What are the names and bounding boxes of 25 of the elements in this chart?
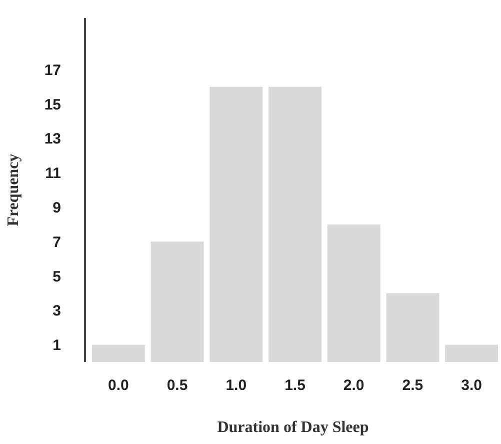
- bar: [386, 293, 440, 362]
- x-tick-label: 1.0: [226, 377, 247, 394]
- bar: [210, 86, 263, 362]
- x-tick-label: 1.5: [284, 377, 306, 394]
- y-tick-label: 1: [52, 337, 61, 354]
- x-tick-label: 2.5: [402, 377, 424, 394]
- y-tick-label: 7: [52, 234, 61, 251]
- bar: [150, 242, 204, 362]
- y-tick-label: 11: [45, 165, 61, 182]
- bar: [92, 344, 145, 362]
- bar: [268, 86, 322, 362]
- bar: [327, 224, 380, 362]
- x-tick-label: 2.0: [343, 377, 364, 394]
- x-tick-label: 0.0: [108, 377, 129, 394]
- bar: [445, 344, 498, 362]
- y-tick-label: 3: [52, 302, 61, 320]
- y-tick-label: 9: [52, 199, 61, 216]
- y-tick-label: 15: [44, 96, 61, 114]
- x-tick-label: 0.5: [166, 377, 188, 394]
- x-axis-title: Duration of Day Sleep: [217, 419, 369, 436]
- y-tick-label: 13: [44, 130, 61, 148]
- y-tick-label: 5: [52, 268, 61, 286]
- y-axis-title: Frequency: [5, 154, 22, 226]
- y-tick-label: 17: [44, 62, 61, 79]
- x-tick-label: 3.0: [461, 377, 482, 394]
